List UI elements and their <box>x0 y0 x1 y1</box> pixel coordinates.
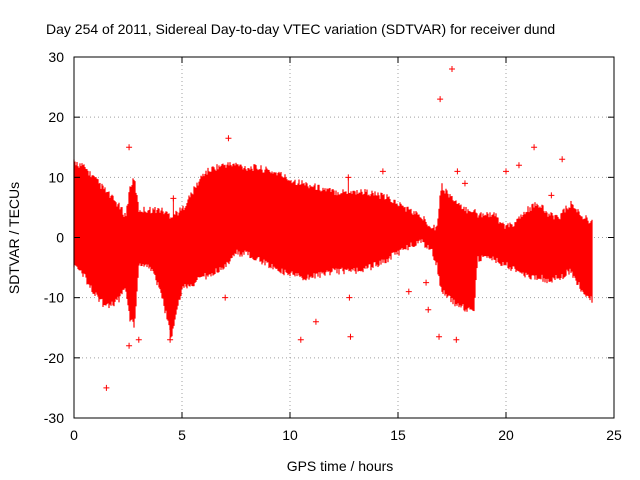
axis-ticks <box>73 56 615 419</box>
sdtvar-outlier-point <box>167 336 174 343</box>
x-tick-label: 5 <box>178 427 186 443</box>
x-tick-label: 10 <box>282 427 298 443</box>
sdtvar-outlier-point <box>515 162 522 169</box>
y-tick-label: -20 <box>44 350 64 366</box>
sdtvar-outlier-point <box>405 288 412 295</box>
sdtvar-outlier-point <box>126 144 133 151</box>
sdtvar-outlier-point <box>436 333 443 340</box>
sdtvar-outlier-point <box>437 96 444 103</box>
y-tick-labels: -30 -20 -10 0 10 20 30 <box>44 49 64 426</box>
sdtvar-outlier-point <box>222 294 229 301</box>
sdtvar-outlier-point <box>453 336 460 343</box>
sdtvar-outlier-point <box>379 168 386 175</box>
x-axis-title: GPS time / hours <box>287 458 394 474</box>
y-tick-label: -10 <box>44 290 64 306</box>
x-tick-label: 15 <box>390 427 406 443</box>
sdtvar-outlier-point <box>559 156 566 163</box>
y-tick-label: 10 <box>48 169 64 185</box>
sdtvar-outlier-point <box>345 174 352 181</box>
y-tick-label: 20 <box>48 109 64 125</box>
data-markers <box>73 66 593 391</box>
sdtvar-outlier-point <box>423 279 430 286</box>
x-tick-label: 20 <box>498 427 514 443</box>
sdtvar-outlier-point <box>135 336 142 343</box>
sdtvar-outlier-point <box>461 180 468 187</box>
sdtvar-series <box>73 66 593 391</box>
y-tick-label: 30 <box>48 49 64 65</box>
sdtvar-outlier-point <box>425 306 432 313</box>
y-axis-title: SDTVAR / TECUs <box>6 182 22 294</box>
sdtvar-outlier-point <box>531 144 538 151</box>
sdtvar-outlier-point <box>503 168 509 175</box>
sdtvar-outlier-point <box>126 342 133 349</box>
sdtvar-outlier-point <box>103 384 110 391</box>
sdtvar-outlier-point <box>312 318 319 325</box>
sdtvar-outlier-point <box>297 336 304 343</box>
sdtvar-outlier-point <box>225 135 232 142</box>
sdtvar-outlier-point <box>454 168 461 175</box>
x-tick-label: 0 <box>70 427 78 443</box>
sdtvar-outlier-point <box>346 294 353 301</box>
sdtvar-outlier-point <box>347 333 354 340</box>
chart-title: Day 254 of 2011, Sidereal Day-to-day VTE… <box>46 21 555 37</box>
x-tick-label: 25 <box>606 427 622 443</box>
sdtvar-outlier-point <box>548 192 555 199</box>
sdtvar-outlier-point <box>449 66 455 73</box>
x-tick-labels: 0 5 10 15 20 25 <box>70 427 622 443</box>
y-tick-label: 0 <box>56 230 64 246</box>
y-tick-label: -30 <box>44 410 64 426</box>
sdtvar-outlier-point <box>170 195 177 202</box>
